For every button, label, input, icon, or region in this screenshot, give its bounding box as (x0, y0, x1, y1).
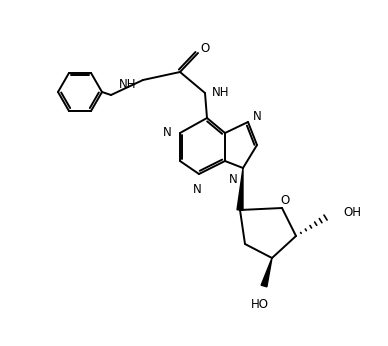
Text: NH: NH (118, 79, 136, 91)
Polygon shape (237, 168, 243, 210)
Text: HO: HO (251, 298, 269, 311)
Text: N: N (192, 183, 201, 196)
Text: N: N (253, 110, 262, 124)
Polygon shape (261, 258, 272, 287)
Text: N: N (229, 173, 238, 186)
Text: N: N (163, 127, 172, 139)
Text: OH: OH (343, 206, 361, 219)
Text: O: O (281, 193, 289, 207)
Text: O: O (200, 42, 210, 55)
Text: NH: NH (212, 86, 229, 100)
